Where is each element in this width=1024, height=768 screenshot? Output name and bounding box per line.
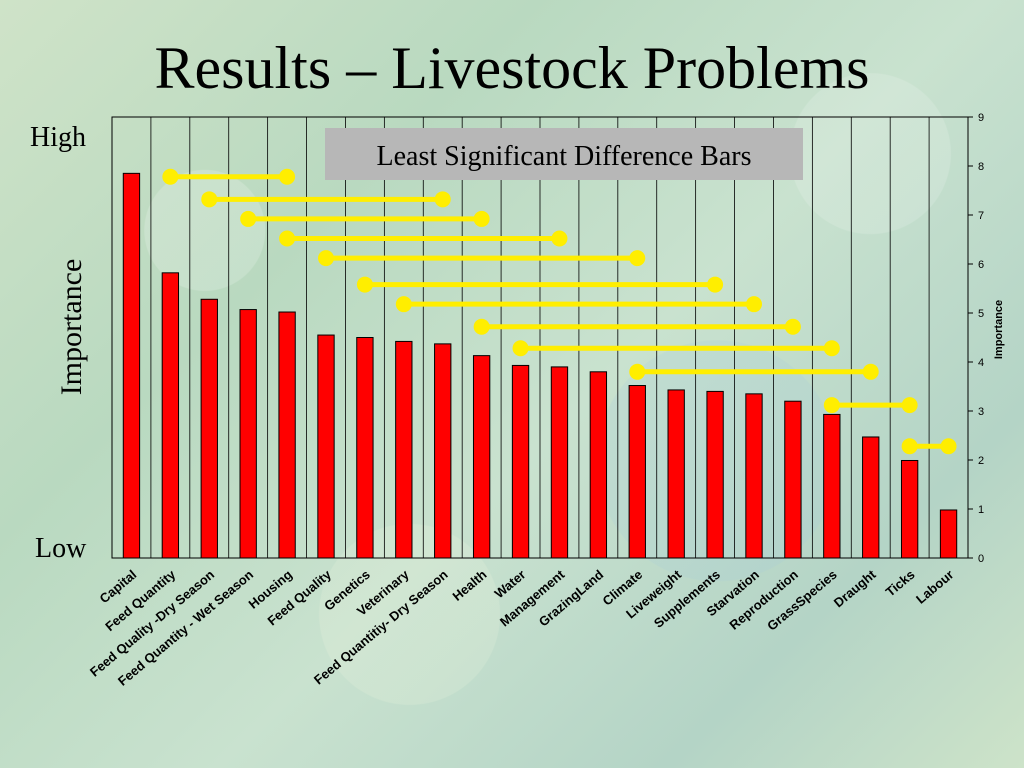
bar: [317, 334, 335, 559]
y-tick-label: 9: [978, 112, 984, 124]
bar: [395, 340, 413, 559]
bar: [161, 272, 180, 559]
y-tick-label: 4: [978, 357, 984, 369]
y-tick-label: 6: [978, 259, 984, 271]
y-tick-label: 7: [978, 210, 984, 222]
lsd-bar-end: [240, 210, 257, 227]
bar: [939, 509, 958, 559]
bar: [745, 393, 763, 559]
lsd-bar-end: [162, 168, 179, 185]
bar: [589, 371, 608, 559]
bar: [706, 390, 724, 559]
bar: [434, 343, 452, 559]
bar: [356, 337, 374, 559]
bar: [278, 311, 296, 559]
y-tick-label: 0: [978, 553, 984, 565]
lsd-bar-end: [318, 250, 334, 267]
bar: [511, 364, 530, 559]
lsd-bar-end: [279, 168, 296, 185]
bar: [200, 298, 218, 559]
lsd-bar-end: [473, 210, 490, 227]
bar: [784, 400, 802, 559]
bar: [628, 385, 646, 559]
bar: [667, 389, 685, 559]
y-tick-label: 1: [978, 504, 984, 516]
lsd-bar-end: [746, 296, 762, 313]
lsd-bar-end: [901, 397, 918, 414]
bar: [239, 309, 257, 559]
lsd-bar-end: [473, 318, 490, 335]
y-tick-label: 8: [978, 161, 984, 173]
annotation-box: [325, 128, 803, 180]
y-axis-label: Importance: [993, 300, 1005, 359]
bar: [900, 459, 919, 559]
bar: [550, 366, 569, 559]
lsd-bar-end: [395, 296, 412, 313]
lsd-bar-end: [823, 340, 840, 357]
lsd-bar-end: [784, 318, 801, 335]
lsd-bar-end: [707, 276, 724, 293]
y-tick-label: 5: [978, 308, 984, 320]
bar: [472, 355, 491, 559]
lsd-bar-end: [279, 230, 296, 247]
lsd-bar-end: [629, 363, 646, 380]
lsd-bar-end: [629, 250, 646, 267]
lsd-bar-end: [434, 191, 451, 208]
lsd-bar-end: [356, 276, 373, 293]
slide-title: Results – Livestock Problems: [154, 35, 870, 101]
high-label: High: [30, 122, 86, 153]
lsd-bar-end: [512, 340, 529, 357]
bar: [862, 436, 880, 559]
lsd-bar-end: [551, 230, 568, 247]
bar: [122, 172, 141, 559]
category-label: Draught: [831, 566, 879, 610]
lsd-bar-end: [823, 397, 840, 414]
category-label: GrassSpecies: [764, 567, 840, 634]
y-tick-label: 3: [978, 406, 984, 418]
category-label: Labour: [913, 567, 956, 607]
lsd-bar-end: [201, 191, 218, 208]
low-label: Low: [35, 533, 87, 564]
lsd-bar-end: [940, 438, 957, 455]
y-tick-label: 2: [978, 455, 984, 467]
bar: [823, 413, 841, 559]
category-label: Health: [449, 567, 489, 604]
annotation-text: Least Significant Difference Bars: [376, 141, 751, 172]
lsd-bar-end: [862, 363, 879, 380]
lsd-bar-end: [901, 438, 918, 455]
